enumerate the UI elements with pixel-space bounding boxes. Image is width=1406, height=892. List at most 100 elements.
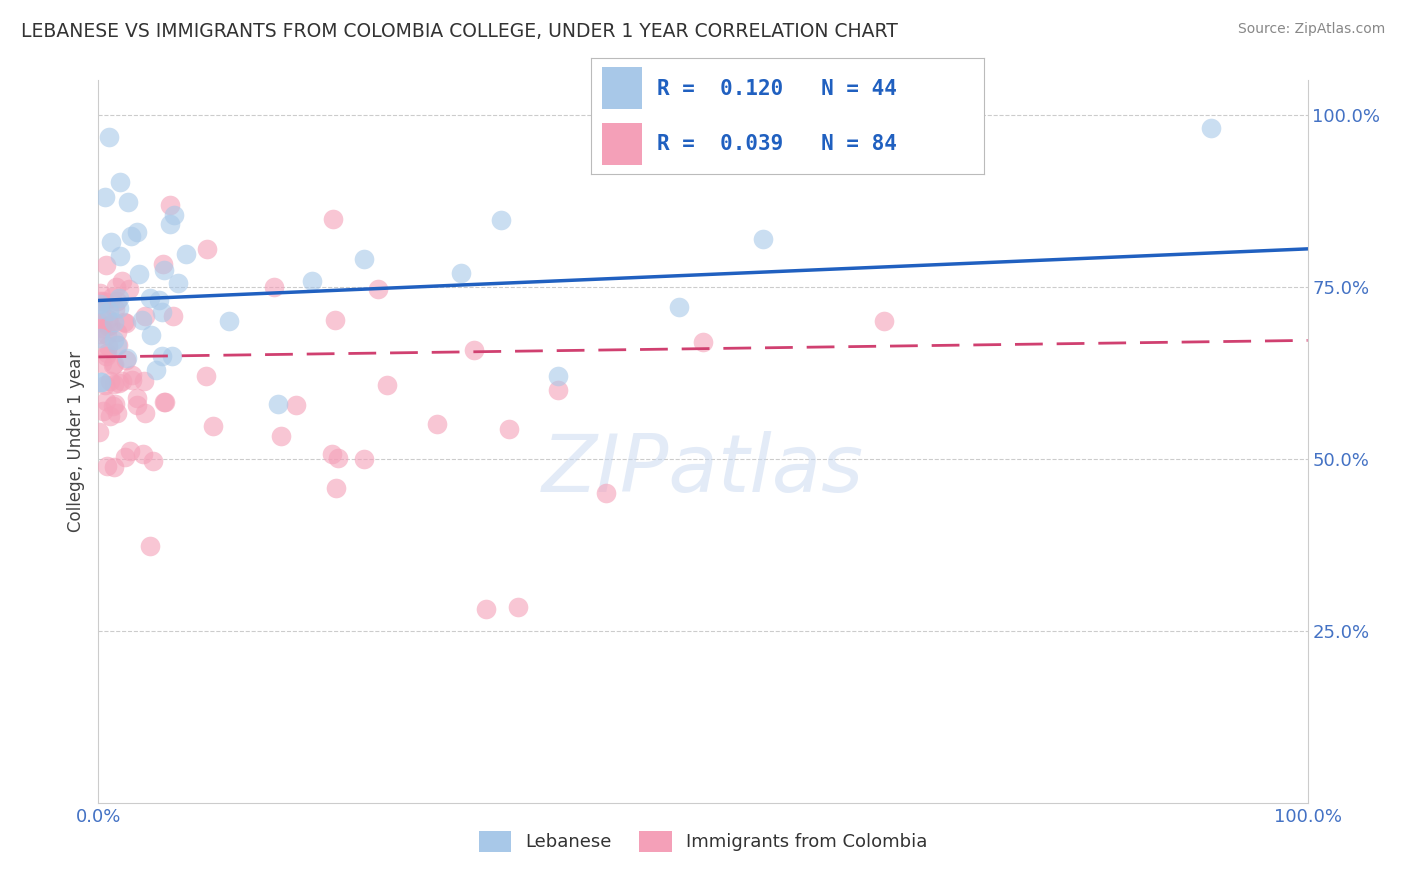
Point bbox=[121, 373, 143, 387]
Point bbox=[153, 394, 176, 409]
Point bbox=[148, 293, 170, 307]
Point bbox=[321, 447, 343, 461]
Point bbox=[353, 451, 375, 466]
Point bbox=[105, 280, 128, 294]
Point bbox=[118, 443, 141, 458]
Point bbox=[162, 310, 184, 324]
Point bbox=[159, 198, 181, 212]
Point bbox=[96, 258, 118, 272]
Point bbox=[97, 339, 120, 353]
Point bbox=[117, 282, 139, 296]
Point bbox=[426, 417, 449, 432]
Point bbox=[97, 318, 120, 333]
Point bbox=[120, 228, 142, 243]
Text: LEBANESE VS IMMIGRANTS FROM COLOMBIA COLLEGE, UNDER 1 YEAR CORRELATION CHART: LEBANESE VS IMMIGRANTS FROM COLOMBIA COL… bbox=[21, 22, 898, 41]
Point bbox=[105, 338, 128, 352]
Point bbox=[152, 395, 174, 409]
Point bbox=[145, 363, 167, 377]
Point bbox=[87, 425, 110, 440]
Point bbox=[94, 350, 117, 364]
Point bbox=[323, 313, 346, 327]
Bar bbox=[602, 67, 641, 109]
Point bbox=[90, 356, 112, 370]
Point bbox=[141, 327, 163, 342]
Point bbox=[89, 301, 111, 316]
Point bbox=[139, 539, 162, 553]
Point bbox=[91, 294, 114, 309]
Point bbox=[506, 599, 529, 614]
Point bbox=[328, 450, 350, 465]
Point bbox=[547, 369, 569, 384]
Point bbox=[125, 391, 148, 405]
Point bbox=[134, 310, 156, 324]
Point bbox=[150, 349, 173, 363]
Point bbox=[93, 190, 115, 204]
Point bbox=[108, 301, 131, 315]
Point bbox=[91, 404, 114, 418]
Point bbox=[159, 217, 181, 231]
Point bbox=[152, 256, 174, 270]
Point bbox=[595, 486, 617, 500]
Point bbox=[1199, 121, 1222, 136]
Point bbox=[142, 454, 165, 468]
Point bbox=[98, 130, 121, 145]
Point bbox=[89, 326, 111, 341]
Point bbox=[111, 375, 134, 389]
Point bbox=[90, 320, 112, 334]
Point bbox=[132, 374, 155, 388]
Point bbox=[353, 252, 375, 267]
Point bbox=[367, 282, 389, 296]
Bar bbox=[602, 123, 641, 165]
Point bbox=[105, 406, 128, 420]
Point bbox=[104, 301, 127, 316]
Point bbox=[89, 294, 111, 309]
Point bbox=[105, 294, 128, 309]
Point bbox=[98, 318, 121, 333]
Point bbox=[194, 368, 217, 383]
Point bbox=[873, 314, 896, 328]
Point bbox=[752, 231, 775, 245]
Point bbox=[94, 377, 117, 392]
Point bbox=[108, 249, 131, 263]
Point bbox=[125, 225, 148, 239]
Point bbox=[267, 397, 290, 411]
Point bbox=[134, 406, 156, 420]
Point bbox=[498, 422, 520, 436]
Point bbox=[97, 303, 120, 318]
Point bbox=[96, 346, 118, 360]
Point bbox=[163, 208, 186, 222]
Text: R =  0.039   N = 84: R = 0.039 N = 84 bbox=[658, 135, 897, 154]
Point bbox=[692, 334, 714, 349]
Text: ZIPatlas: ZIPatlas bbox=[541, 432, 865, 509]
Point bbox=[131, 313, 153, 327]
Point bbox=[489, 213, 512, 227]
Point bbox=[201, 418, 224, 433]
Point bbox=[270, 429, 292, 443]
Point bbox=[103, 377, 125, 392]
Point bbox=[94, 394, 117, 409]
Point bbox=[89, 331, 111, 345]
Point bbox=[90, 375, 112, 389]
Point bbox=[450, 266, 472, 280]
Point bbox=[103, 314, 125, 328]
Point bbox=[87, 315, 110, 329]
Point bbox=[101, 358, 124, 372]
Point bbox=[301, 275, 323, 289]
Point bbox=[96, 328, 118, 343]
Point bbox=[322, 212, 344, 227]
Point bbox=[104, 397, 127, 411]
Point bbox=[108, 292, 131, 306]
Point bbox=[107, 337, 129, 351]
Point bbox=[325, 481, 347, 495]
Point bbox=[105, 325, 128, 339]
Point bbox=[128, 267, 150, 281]
Point bbox=[115, 316, 138, 330]
Point bbox=[463, 343, 485, 358]
Text: Source: ZipAtlas.com: Source: ZipAtlas.com bbox=[1237, 22, 1385, 37]
Point bbox=[100, 235, 122, 249]
Point bbox=[103, 459, 125, 474]
Point bbox=[174, 247, 197, 261]
Point bbox=[150, 305, 173, 319]
Point bbox=[117, 351, 139, 365]
Point bbox=[668, 301, 690, 315]
